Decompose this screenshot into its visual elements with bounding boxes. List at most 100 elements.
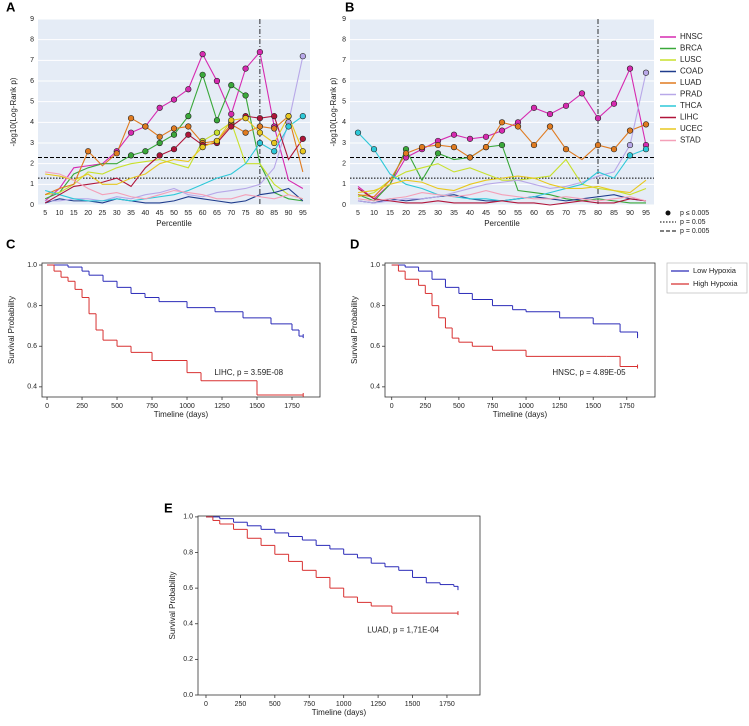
y-tick-label: 7 [342, 57, 346, 64]
significant-point [185, 123, 192, 130]
significant-point [156, 139, 163, 147]
x-tick-label: 15 [386, 210, 394, 217]
y-axis-label: Survival Probability [168, 571, 177, 639]
plot-frame [41, 262, 321, 398]
x-tick-label: 55 [184, 210, 192, 217]
significant-point [271, 139, 278, 147]
x-tick-label: 750 [303, 701, 315, 708]
y-tick-label: 1.0 [183, 514, 193, 521]
significant-point [434, 141, 442, 149]
x-tick-label: 1500 [249, 403, 265, 410]
x-tick-label: 50 [170, 210, 178, 217]
significant-point [185, 131, 192, 138]
x-tick-label: 250 [419, 403, 431, 410]
legend-label: HNSC [680, 32, 703, 41]
series-line [45, 171, 303, 200]
significant-point [170, 96, 178, 103]
y-tick-label: 9 [342, 16, 346, 23]
y-tick-label: 3 [30, 140, 34, 147]
x-tick-label: 1750 [619, 403, 635, 410]
significant-point [626, 65, 634, 72]
x-tick-label: 1750 [284, 403, 300, 410]
x-tick-label: 25 [418, 210, 426, 217]
x-tick-label: 750 [146, 403, 158, 410]
plot-frame [197, 515, 481, 696]
plot-frame [384, 262, 656, 398]
x-axis-label: Timeline (days) [312, 708, 367, 717]
panel-label: E [164, 500, 173, 515]
series-line [45, 56, 304, 202]
x-tick-label: 250 [235, 701, 247, 708]
significant-point [142, 148, 149, 155]
significant-point [199, 144, 206, 151]
x-tick-label: 80 [256, 210, 264, 217]
y-tick-label: 6 [342, 78, 346, 85]
significant-point [482, 133, 490, 140]
x-tick-label: 30 [113, 210, 121, 217]
significant-point [642, 69, 650, 76]
significant-point [434, 150, 442, 157]
series-line [357, 189, 647, 202]
significant-point [156, 133, 163, 140]
significant-point [482, 144, 490, 151]
y-tick-label: 8 [342, 37, 346, 44]
significant-point [498, 141, 506, 149]
significant-point [514, 123, 522, 130]
y-tick-label: 2 [30, 161, 34, 168]
panel-label: A [6, 0, 16, 14]
significant-point [466, 135, 474, 142]
x-tick-label: 55 [514, 210, 522, 217]
significant-point [242, 115, 249, 122]
x-tick-label: 1000 [518, 403, 534, 410]
x-tick-label: 60 [199, 210, 207, 217]
y-tick-label: 2 [342, 161, 346, 168]
significant-point [285, 123, 292, 130]
significant-point [170, 146, 178, 153]
significant-point [256, 139, 263, 147]
legend-label: p = 0.005 [680, 228, 709, 235]
legend-label: BRCA [680, 44, 703, 53]
significant-point [610, 146, 618, 153]
significant-point [199, 71, 206, 78]
significant-point [626, 127, 634, 134]
y-tick-label: 0 [342, 202, 346, 209]
significant-point [242, 92, 249, 99]
x-tick-label: 95 [299, 210, 307, 217]
x-tick-label: 70 [227, 210, 235, 217]
significant-point [285, 113, 292, 120]
legend-label: LUSC [680, 55, 702, 64]
y-tick-label: 0.6 [183, 585, 193, 592]
y-tick-label: 0.4 [370, 384, 380, 391]
x-tick-label: 35 [127, 210, 135, 217]
significant-point [199, 51, 206, 58]
significant-point [271, 148, 278, 155]
annotation: HNSC, p = 4.89E-05 [552, 368, 626, 377]
significant-point [299, 135, 306, 142]
x-tick-label: 75 [242, 210, 250, 217]
legend-label: Low Hypoxia [693, 266, 737, 275]
y-tick-label: 0.2 [183, 656, 193, 663]
series-line [357, 72, 647, 204]
y-axis-label: -log10(Log-Rank p) [9, 77, 18, 146]
significant-point [354, 129, 362, 136]
y-tick-label: 7 [30, 57, 34, 64]
significant-point [185, 113, 192, 120]
y-tick-label: 5 [342, 99, 346, 106]
legend-label: High Hypoxia [693, 279, 738, 288]
significant-point [213, 129, 221, 136]
y-tick-label: 1 [342, 181, 346, 188]
x-tick-label: 1250 [214, 403, 230, 410]
x-tick-label: 0 [45, 403, 49, 410]
significant-point [562, 102, 570, 109]
significant-point [610, 100, 618, 107]
x-tick-label: 1250 [552, 403, 568, 410]
legend-label: COAD [680, 67, 703, 76]
x-axis-label: Timeline (days) [493, 410, 548, 419]
x-tick-label: 45 [156, 210, 164, 217]
significant-point [370, 146, 378, 153]
significant-point [142, 123, 149, 130]
x-tick-label: 1500 [405, 701, 421, 708]
y-tick-label: 8 [30, 37, 34, 44]
y-tick-label: 0.4 [183, 621, 193, 628]
y-tick-label: 0.0 [183, 692, 193, 699]
